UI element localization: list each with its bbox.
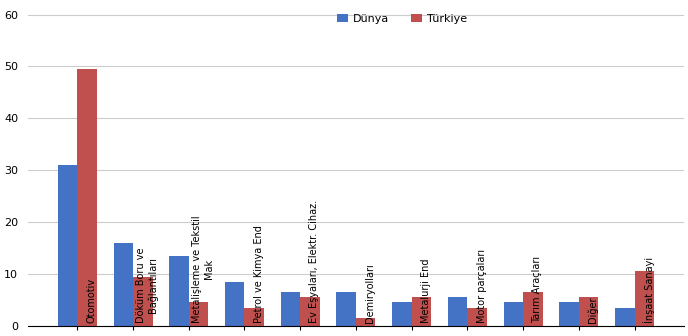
Text: Petrol ve Kimya End: Petrol ve Kimya End [254, 225, 264, 323]
Bar [300, 297, 320, 326]
Bar [634, 271, 654, 326]
Text: Motor parçaları: Motor parçaları [477, 249, 486, 323]
Bar [411, 297, 431, 326]
Text: Demiryolları: Demiryolları [365, 263, 375, 323]
Text: Metalişleme ve Tekstil
Mak: Metalişleme ve Tekstil Mak [192, 216, 214, 323]
Text: Döküm Boru ve
Bağlantıları: Döküm Boru ve Bağlantıları [136, 248, 158, 323]
Text: Diğer: Diğer [588, 297, 599, 323]
Bar [225, 282, 244, 326]
Text: Tarım Araçları: Tarım Araçları [533, 256, 542, 323]
Bar [133, 277, 153, 326]
Text: İnşaat Sanayi: İnşaat Sanayi [643, 257, 655, 323]
Legend: Dünya, Türkiye: Dünya, Türkiye [332, 10, 471, 29]
Text: Metalurji End: Metalurji End [421, 259, 431, 323]
Bar [244, 308, 264, 326]
Bar [169, 256, 189, 326]
Bar [356, 318, 376, 326]
Bar [114, 243, 133, 326]
Bar [448, 297, 467, 326]
Bar [392, 302, 411, 326]
Bar [58, 165, 77, 326]
Bar [559, 302, 579, 326]
Bar [615, 308, 634, 326]
Bar [579, 297, 599, 326]
Bar [504, 302, 523, 326]
Bar [281, 292, 300, 326]
Bar [336, 292, 356, 326]
Bar [189, 302, 208, 326]
Text: Ev Eşyaları, Elektr. Cihaz.: Ev Eşyaları, Elektr. Cihaz. [310, 200, 319, 323]
Bar [523, 292, 543, 326]
Text: Otomotiv: Otomotiv [87, 278, 96, 323]
Bar [467, 308, 487, 326]
Bar [77, 69, 97, 326]
